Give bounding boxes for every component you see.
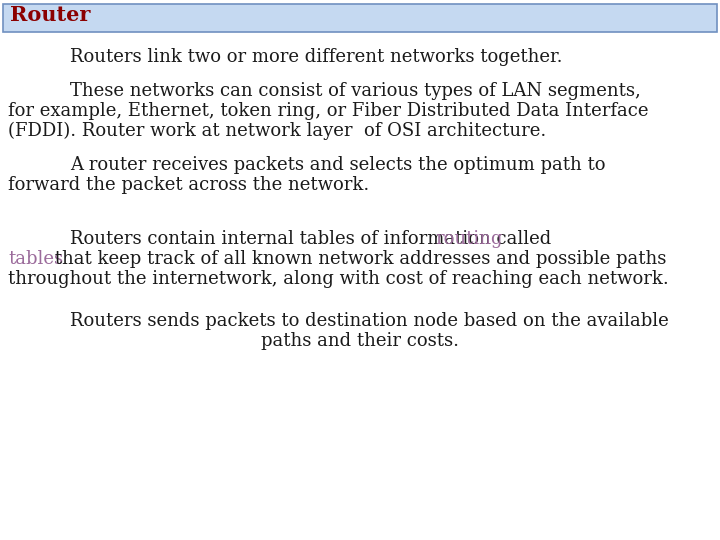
Text: Routers sends packets to destination node based on the available: Routers sends packets to destination nod… <box>70 312 669 330</box>
Text: routing: routing <box>435 230 503 248</box>
Text: paths and their costs.: paths and their costs. <box>261 332 459 350</box>
Text: for example, Ethernet, token ring, or Fiber Distributed Data Interface: for example, Ethernet, token ring, or Fi… <box>8 102 649 120</box>
FancyBboxPatch shape <box>3 4 717 32</box>
Text: (FDDI). Router work at network layer  of OSI architecture.: (FDDI). Router work at network layer of … <box>8 122 546 140</box>
Text: These networks can consist of various types of LAN segments,: These networks can consist of various ty… <box>70 82 641 100</box>
Text: Routers contain internal tables of information called: Routers contain internal tables of infor… <box>70 230 557 248</box>
Text: throughout the internetwork, along with cost of reaching each network.: throughout the internetwork, along with … <box>8 270 669 288</box>
Text: that keep track of all known network addresses and possible paths: that keep track of all known network add… <box>48 250 666 268</box>
Text: tables: tables <box>8 250 63 268</box>
Text: forward the packet across the network.: forward the packet across the network. <box>8 176 369 194</box>
Text: Router: Router <box>10 5 91 25</box>
Text: A router receives packets and selects the optimum path to: A router receives packets and selects th… <box>70 156 606 174</box>
Text: Routers link two or more different networks together.: Routers link two or more different netwo… <box>70 48 562 66</box>
